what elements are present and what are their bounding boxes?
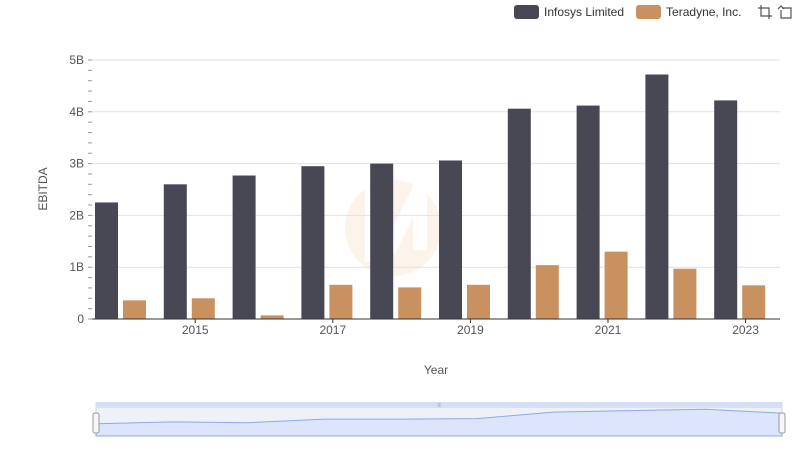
x-tick-label: 2019 bbox=[457, 323, 484, 337]
x-axis-title: Year bbox=[424, 363, 448, 377]
x-tick-label: 2017 bbox=[319, 323, 346, 337]
bar-infosys-limited-2021[interactable] bbox=[576, 105, 600, 319]
bar-infosys-limited-2014[interactable] bbox=[95, 202, 118, 319]
bar-teradyne-inc-2016[interactable] bbox=[260, 315, 284, 319]
x-tick-label: 2015 bbox=[182, 323, 209, 337]
navigator-grip-icon[interactable]: ≡ bbox=[437, 403, 441, 409]
bar-infosys-limited-2018[interactable] bbox=[370, 163, 394, 319]
zoom-reset-icon[interactable] bbox=[777, 4, 793, 20]
y-tick-label: 5B bbox=[69, 53, 84, 67]
legend-swatch-teradyne bbox=[636, 5, 662, 19]
bar-teradyne-inc-2023[interactable] bbox=[742, 285, 766, 319]
bar-teradyne-inc-2021[interactable] bbox=[604, 251, 628, 319]
bar-infosys-limited-2015[interactable] bbox=[163, 184, 187, 319]
y-tick-label: 1B bbox=[69, 260, 84, 274]
y-minor-ticks bbox=[88, 59, 92, 320]
bar-infosys-limited-2017[interactable] bbox=[301, 166, 325, 319]
y-tick-labels: 0 1B 2B 3B 4B 5B bbox=[69, 53, 84, 326]
y-tick-label: 2B bbox=[69, 208, 84, 222]
y-tick-label: 4B bbox=[69, 105, 84, 119]
bar-teradyne-inc-2019[interactable] bbox=[467, 284, 490, 319]
legend-item-teradyne[interactable]: Teradyne, Inc. bbox=[636, 5, 741, 19]
x-tick-label: 2023 bbox=[732, 323, 759, 337]
bar-infosys-limited-2023[interactable] bbox=[714, 100, 738, 320]
zoom-select-icon[interactable] bbox=[757, 4, 773, 20]
bar-teradyne-inc-2018[interactable] bbox=[398, 287, 422, 319]
legend: Infosys Limited Teradyne, Inc. bbox=[514, 4, 793, 20]
bar-infosys-limited-2016[interactable] bbox=[232, 175, 256, 319]
bar-teradyne-inc-2017[interactable] bbox=[329, 284, 353, 319]
legend-swatch-infosys bbox=[514, 5, 539, 19]
bar-infosys-limited-2020[interactable] bbox=[507, 108, 531, 319]
bar-teradyne-inc-2022[interactable] bbox=[673, 268, 697, 319]
bars bbox=[95, 74, 766, 320]
navigator-handle-right[interactable] bbox=[778, 412, 786, 434]
bar-teradyne-inc-2015[interactable] bbox=[191, 298, 215, 319]
legend-label-infosys: Infosys Limited bbox=[544, 5, 625, 19]
bar-teradyne-inc-2014[interactable] bbox=[123, 300, 146, 319]
x-tick-labels: 2015 2017 2019 2021 2023 bbox=[182, 319, 759, 337]
bar-infosys-limited-2022[interactable] bbox=[645, 74, 669, 319]
bar-infosys-limited-2019[interactable] bbox=[439, 160, 462, 319]
range-navigator[interactable]: ≡ bbox=[92, 402, 786, 437]
legend-item-infosys[interactable]: Infosys Limited bbox=[514, 5, 624, 19]
y-axis-title: EBITDA bbox=[36, 167, 50, 210]
legend-label-teradyne: Teradyne, Inc. bbox=[666, 5, 742, 19]
x-tick-label: 2021 bbox=[595, 323, 622, 337]
y-tick-label: 0 bbox=[77, 312, 84, 326]
navigator-scrollbar[interactable] bbox=[96, 402, 782, 408]
navigator-handle-left[interactable] bbox=[92, 412, 100, 434]
y-tick-label: 3B bbox=[69, 157, 84, 171]
bar-teradyne-inc-2020[interactable] bbox=[535, 265, 559, 319]
